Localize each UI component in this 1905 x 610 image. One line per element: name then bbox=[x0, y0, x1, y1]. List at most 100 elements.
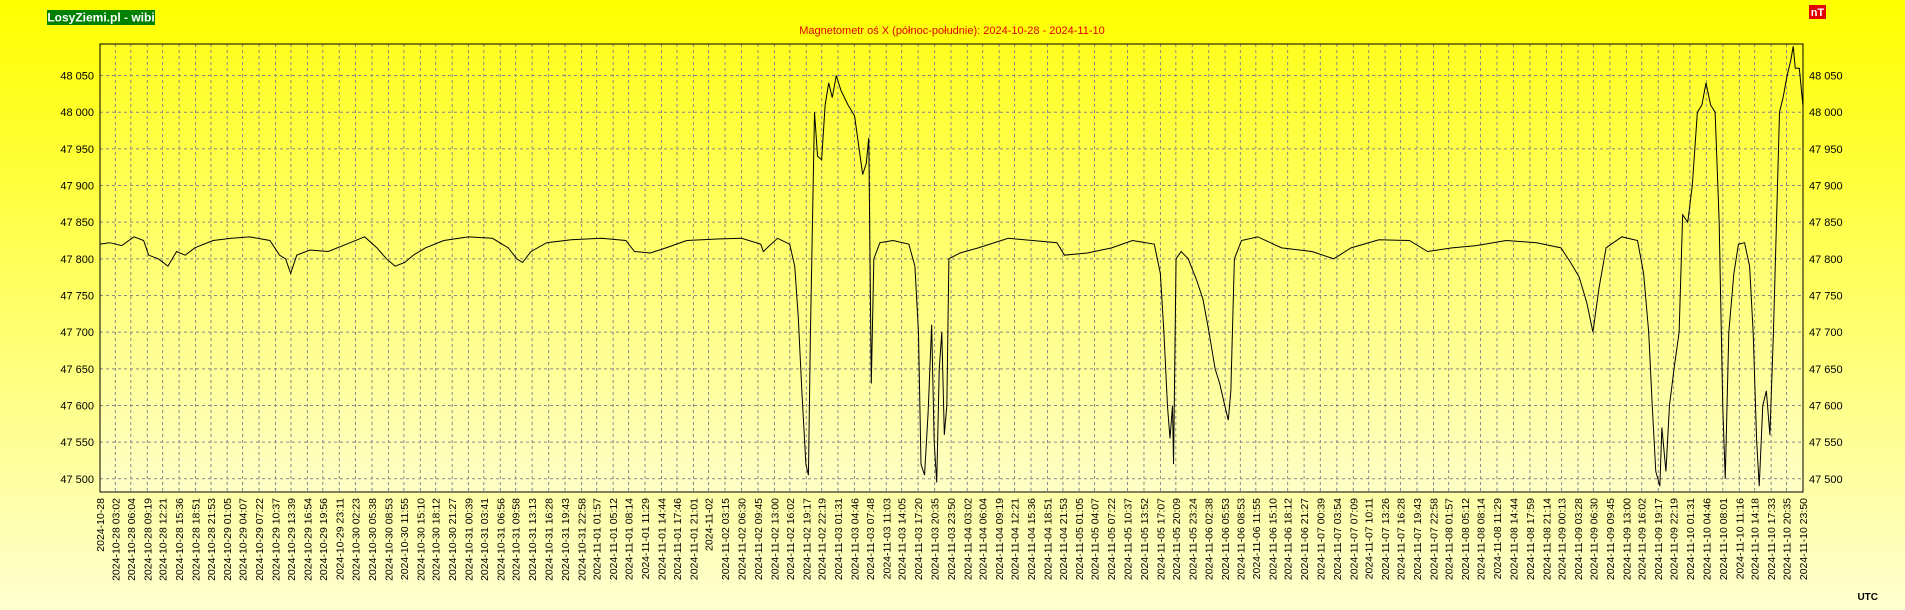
x-tick-label: 2024-11-09 09:45 bbox=[1605, 498, 1617, 580]
x-tick-label: 2024-10-31 22:58 bbox=[577, 498, 589, 581]
y-tick-label: 47 900 bbox=[60, 181, 94, 193]
x-tick-label: 2024-11-07 13:26 bbox=[1380, 498, 1392, 580]
x-tick-label: 2024-10-31 09:58 bbox=[511, 498, 523, 581]
x-tick-label: 2024-11-10 17:33 bbox=[1766, 498, 1778, 580]
x-tick-label: 2024-11-06 08:53 bbox=[1235, 498, 1247, 580]
x-tick-label: 2024-10-28 15:36 bbox=[174, 498, 186, 581]
y2-tick-label: 47 500 bbox=[1809, 474, 1843, 486]
x-tick-label: 2024-10-30 15:10 bbox=[415, 498, 427, 581]
x-tick-label: 2024-11-08 21:14 bbox=[1541, 498, 1553, 580]
x-tick-label: 2024-11-09 06:30 bbox=[1588, 498, 1600, 580]
x-tick-label: 2024-11-02 19:17 bbox=[801, 498, 813, 580]
x-tick-label: 2024-11-09 16:02 bbox=[1637, 498, 1649, 580]
x-tick-label: 2024-11-01 11:29 bbox=[640, 498, 652, 580]
x-tick-label: 2024-11-10 11:16 bbox=[1734, 498, 1746, 580]
y2-tick-label: 48 000 bbox=[1809, 107, 1843, 119]
x-tick-label: 2024-11-01 14:44 bbox=[657, 498, 669, 580]
plot-frame bbox=[99, 43, 1804, 493]
y-tick-label: 47 550 bbox=[60, 437, 94, 449]
x-tick-label: 2024-11-03 20:35 bbox=[930, 498, 942, 580]
y-tick-label: 47 800 bbox=[60, 254, 94, 266]
x-tick-label: 2024-11-07 10:11 bbox=[1364, 498, 1376, 580]
y2-tick-label: 48 050 bbox=[1809, 71, 1843, 83]
x-tick-label: 2024-11-10 14:18 bbox=[1750, 498, 1762, 580]
x-tick-label: 2024-11-09 19:17 bbox=[1653, 498, 1665, 580]
x-tick-label: 2024-11-02 22:19 bbox=[817, 498, 829, 580]
x-tick-label: 2024-11-04 18:51 bbox=[1043, 498, 1055, 580]
y-tick-label: 47 750 bbox=[60, 290, 94, 302]
y2-tick-label: 47 900 bbox=[1809, 181, 1843, 193]
unit-badge bbox=[1809, 5, 1826, 19]
x-tick-label: 2024-11-03 07:48 bbox=[865, 498, 877, 580]
timezone: UTC bbox=[1857, 592, 1878, 603]
x-tick-label: 2024-10-29 04:07 bbox=[238, 498, 250, 581]
x-tick-label: 2024-10-31 00:39 bbox=[463, 498, 475, 581]
x-tick-label: 2024-10-31 16:28 bbox=[544, 498, 556, 581]
x-tick-label: 2024-11-07 03:54 bbox=[1332, 498, 1344, 580]
x-tick-label: 2024-11-04 09:19 bbox=[994, 498, 1006, 580]
x-tick-label: 2024-11-05 07:22 bbox=[1106, 498, 1118, 580]
unit: nT bbox=[1811, 7, 1825, 19]
chart-title: Magnetometr oś X (północ-południe): 2024… bbox=[799, 25, 1105, 37]
x-tick-label: 2024-11-03 04:46 bbox=[849, 498, 861, 580]
x-tick-label: 2024-11-04 06:04 bbox=[978, 498, 990, 580]
x-tick-label: 2024-11-03 14:05 bbox=[897, 498, 909, 580]
x-tick-label: 2024-11-01 05:12 bbox=[608, 498, 620, 580]
x-tick-label: 2024-11-01 08:14 bbox=[624, 498, 636, 580]
y2-tick-label: 47 950 bbox=[1809, 144, 1843, 156]
x-tick-label: 2024-10-31 13:13 bbox=[527, 498, 539, 581]
x-tick-label: 2024-11-05 20:09 bbox=[1171, 498, 1183, 580]
x-tick-label: 2024-10-30 02:23 bbox=[350, 498, 362, 581]
x-tick-label: 2024-11-07 19:43 bbox=[1412, 498, 1424, 580]
x-tick-label: 2024-10-29 19:56 bbox=[318, 498, 330, 581]
x-tick-label: 2024-10-31 06:56 bbox=[495, 498, 507, 581]
x-tick-label: 2024-11-08 11:29 bbox=[1492, 498, 1504, 580]
x-tick-label: 2024-10-30 21:27 bbox=[447, 498, 459, 581]
x-tick-label: 2024-11-04 03:02 bbox=[962, 498, 974, 580]
x-tick-label: 2024-11-08 14:44 bbox=[1508, 498, 1520, 580]
x-tick-label: 2024-11-06 05:53 bbox=[1220, 498, 1232, 580]
y2-tick-label: 47 600 bbox=[1809, 400, 1843, 412]
x-tick-label: 2024-10-30 11:55 bbox=[399, 498, 411, 580]
x-tick-label: 2024-10-28 12:21 bbox=[158, 498, 170, 581]
x-tick-label: 2024-10-30 05:38 bbox=[367, 498, 379, 581]
x-tick-label: 2024-10-29 10:37 bbox=[271, 498, 283, 581]
x-tick-label: 2024-11-02 16:02 bbox=[785, 498, 797, 580]
x-tick-label: 2024-11-08 01:57 bbox=[1444, 498, 1456, 580]
y2-tick-label: 47 800 bbox=[1809, 254, 1843, 266]
x-tick-label: 2024-11-10 20:35 bbox=[1782, 498, 1794, 580]
x-tick-label: 2024-11-02 03:15 bbox=[720, 498, 732, 580]
x-tick-label: 2024-10-28 09:19 bbox=[142, 498, 154, 581]
x-tick-label: 2024-11-03 23:50 bbox=[946, 498, 958, 580]
x-tick-label: 2024-11-02 13:00 bbox=[769, 498, 781, 580]
x-tick-label: 2024-11-06 18:12 bbox=[1283, 498, 1295, 580]
x-tick-label: 2024-10-28 bbox=[95, 498, 107, 552]
x-tick-label: 2024-11-06 02:38 bbox=[1204, 498, 1216, 580]
x-tick-label: 2024-11-07 16:28 bbox=[1396, 498, 1408, 580]
x-tick-label: 2024-11-01 21:01 bbox=[688, 498, 700, 580]
y-tick-label: 47 600 bbox=[60, 400, 94, 412]
x-tick-label: 2024-10-29 07:22 bbox=[254, 498, 266, 581]
y-tick-label: 48 050 bbox=[60, 71, 94, 83]
x-tick-label: 2024-10-31 19:43 bbox=[560, 498, 572, 581]
x-tick-label: 2024-11-04 12:21 bbox=[1010, 498, 1022, 580]
y-tick-label: 48 000 bbox=[60, 107, 94, 119]
x-tick-label: 2024-11-09 00:13 bbox=[1557, 498, 1569, 580]
x-tick-label: 2024-11-08 08:14 bbox=[1475, 498, 1487, 580]
x-tick-label: 2024-11-03 17:20 bbox=[913, 498, 925, 580]
x-tick-label: 2024-10-29 16:54 bbox=[302, 498, 314, 581]
x-tick-label: 2024-11-09 22:19 bbox=[1669, 498, 1681, 580]
y-tick-label: 47 650 bbox=[60, 364, 94, 376]
x-tick-label: 2024-10-29 23:11 bbox=[334, 498, 346, 580]
x-tick-label: 2024-11-03 01:31 bbox=[833, 498, 845, 580]
brand: LosyZiemi.pl - wibi bbox=[47, 11, 154, 25]
x-tick-label: 2024-11-05 23:24 bbox=[1187, 498, 1199, 580]
x-tick-label: 2024-11-07 22:58 bbox=[1429, 498, 1441, 580]
x-tick-label: 2024-10-30 08:53 bbox=[383, 498, 395, 581]
x-tick-label: 2024-10-28 06:04 bbox=[126, 498, 138, 581]
x-tick-label: 2024-11-06 21:27 bbox=[1299, 498, 1311, 580]
y2-tick-label: 47 850 bbox=[1809, 217, 1843, 229]
x-tick-label: 2024-11-07 07:09 bbox=[1348, 498, 1360, 580]
x-tick-label: 2024-11-10 04:46 bbox=[1701, 498, 1713, 580]
